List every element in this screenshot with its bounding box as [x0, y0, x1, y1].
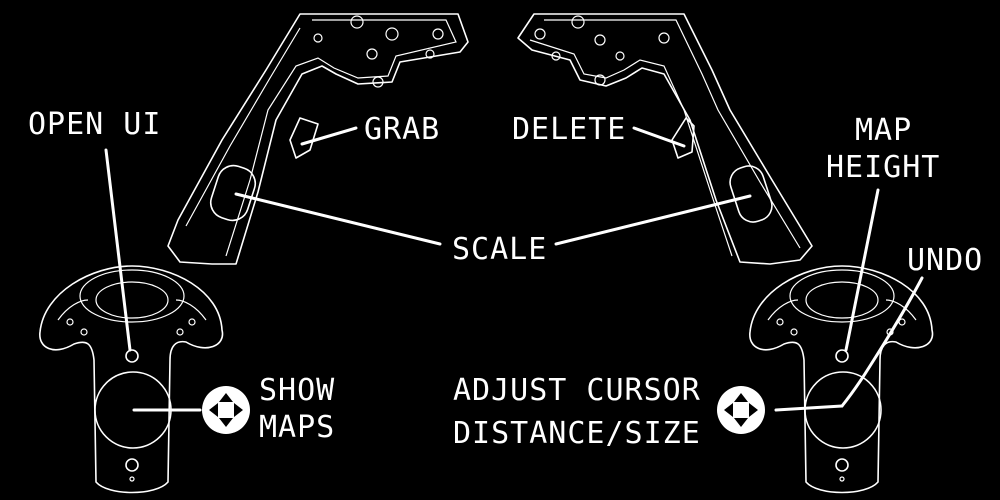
right-controller-front-view [749, 265, 934, 494]
map-height-label-line1: MAP [855, 113, 912, 148]
right-controller-side-view [517, 13, 813, 265]
undo-label: UNDO [907, 243, 983, 278]
delete-leader [632, 126, 686, 148]
show-maps-label-line2: MAPS [259, 410, 335, 445]
scale-left-leader [234, 192, 442, 246]
show-maps-label-line1: SHOW [259, 373, 335, 408]
adjust-cursor-label-line1: ADJUST CURSOR [453, 373, 701, 408]
right-trackpad [804, 371, 882, 449]
scale-right-leader [554, 194, 752, 246]
left-system-button [125, 458, 139, 472]
left-dpad-icon [202, 386, 250, 434]
undo-leader [840, 276, 924, 408]
right-dpad-icon [717, 386, 765, 434]
right-grip-button [729, 165, 773, 223]
right-system-button [835, 458, 849, 472]
grab-label: GRAB [364, 112, 440, 147]
adjust-cursor-label-line2: DISTANCE/SIZE [453, 416, 701, 451]
adjust-cursor-leader [774, 404, 844, 412]
delete-label: DELETE [512, 112, 626, 147]
left-trigger [289, 117, 319, 159]
right-menu-button [835, 349, 849, 363]
map-height-label-line2: HEIGHT [826, 150, 940, 185]
open-ui-label: OPEN UI [28, 107, 161, 142]
right-trigger [671, 117, 695, 159]
grab-leader [300, 126, 358, 146]
open-ui-leader [104, 148, 132, 352]
map-height-leader [844, 188, 880, 352]
scale-label: SCALE [452, 232, 547, 267]
left-menu-button [125, 349, 139, 363]
left-controller-front-view [39, 265, 224, 494]
